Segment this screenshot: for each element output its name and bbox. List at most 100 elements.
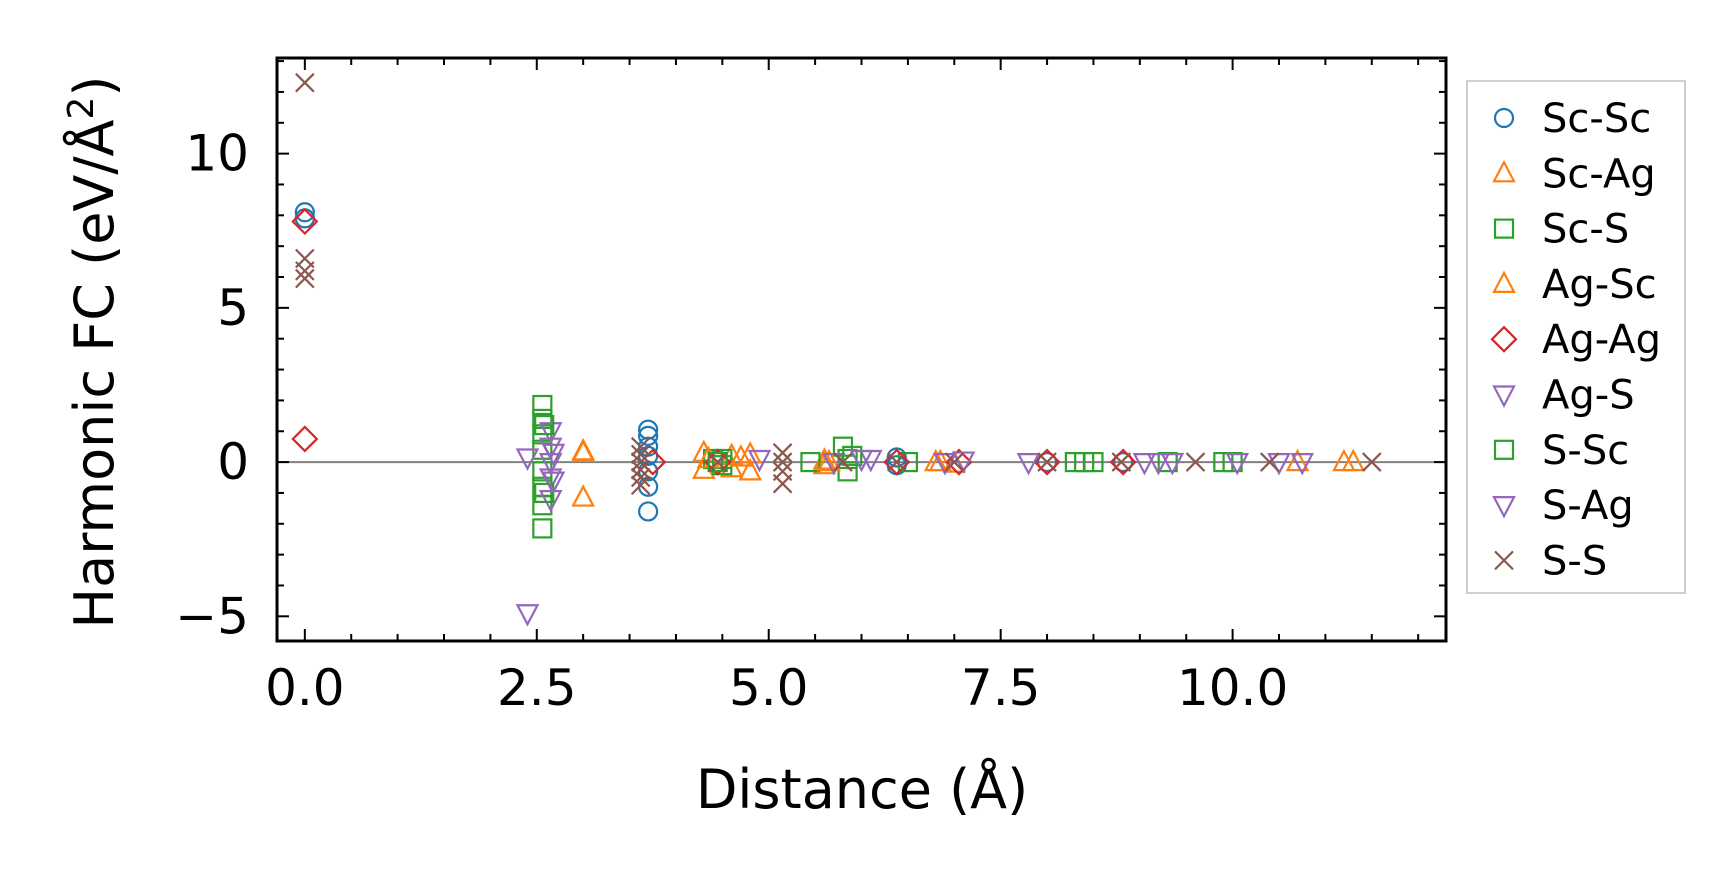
data-point <box>291 425 319 453</box>
legend-frame <box>1466 80 1686 594</box>
data-point <box>291 207 319 236</box>
y-axis-label-main: Harmonic FC (eV/Å <box>62 119 126 628</box>
data-point <box>515 604 540 627</box>
legend-label: Sc-Ag <box>1542 151 1656 197</box>
data-point <box>630 444 651 465</box>
data-point <box>1290 452 1315 476</box>
y-tick-label: 0 <box>217 433 249 491</box>
data-point <box>833 452 853 472</box>
data-point <box>842 445 863 467</box>
legend-marker <box>1493 439 1515 460</box>
data-point <box>1074 451 1095 473</box>
data-point <box>541 471 566 494</box>
series-sc-ag <box>571 437 1366 507</box>
data-point <box>1341 448 1366 472</box>
data-point <box>571 484 595 507</box>
legend: Sc-Sc Sc-Ag Sc-S Ag-Sc Ag-Ag Ag-S S-Sc S-Ag S-S <box>1466 80 1686 594</box>
data-point <box>951 451 976 474</box>
data-point <box>541 443 566 467</box>
legend-label: S-Sc <box>1542 428 1629 474</box>
data-point <box>638 501 659 522</box>
legend-label: Ag-Ag <box>1542 317 1661 363</box>
data-point <box>1037 452 1057 472</box>
series-ag-s <box>515 422 1315 627</box>
legend-marker <box>1492 270 1516 293</box>
y-axis-label: Harmonic FC (eV/Å2) <box>61 76 126 629</box>
series-s-s <box>295 72 1382 496</box>
legend-label: Ag-Sc <box>1542 262 1657 308</box>
data-point <box>1146 452 1171 476</box>
data-point <box>1259 452 1280 472</box>
legend-marker <box>1492 496 1516 519</box>
data-point <box>883 448 911 476</box>
data-point <box>886 447 907 468</box>
data-point <box>1362 452 1382 472</box>
data-point <box>538 452 563 476</box>
data-point <box>1111 452 1132 472</box>
data-point <box>837 461 858 482</box>
x-tick-label: 5.0 <box>729 659 809 717</box>
data-point <box>1036 451 1058 473</box>
plot-frame <box>275 56 1448 643</box>
data-point <box>1185 452 1206 472</box>
data-point <box>772 473 793 494</box>
data-point <box>772 443 793 463</box>
y-tick-label: 5 <box>217 279 249 337</box>
data-point <box>294 202 315 223</box>
legend-label: Sc-Sc <box>1542 96 1651 142</box>
data-point <box>630 452 651 472</box>
y-axis-label-sup: 2 <box>61 97 102 120</box>
data-point <box>630 460 651 480</box>
data-point <box>1160 452 1185 476</box>
data-point <box>295 268 315 289</box>
legend-marker <box>1493 218 1515 239</box>
data-point <box>295 72 315 93</box>
series-s-sc <box>534 414 1095 504</box>
legend-marker <box>1494 550 1514 571</box>
series-s-ag <box>541 443 1171 494</box>
x-axis-label: Distance (Å) <box>696 757 1028 821</box>
data-point <box>1132 452 1157 476</box>
data-point <box>772 452 793 472</box>
x-tick-label: 2.5 <box>497 659 577 717</box>
data-point <box>638 425 659 446</box>
legend-label: Sc-S <box>1542 207 1629 253</box>
data-point <box>738 457 762 481</box>
data-point <box>729 444 753 467</box>
data-point <box>630 467 651 488</box>
data-point <box>295 261 315 281</box>
legend-label: Ag-S <box>1542 373 1635 419</box>
data-point <box>747 449 772 473</box>
data-point <box>817 448 841 472</box>
legend-marker <box>1492 385 1516 408</box>
data-point <box>532 394 553 416</box>
data-point <box>532 518 553 539</box>
data-point <box>534 414 555 436</box>
data-point <box>515 448 540 471</box>
x-tick-label: 7.5 <box>961 659 1041 717</box>
data-point <box>538 422 563 445</box>
x-tick-label: 10.0 <box>1177 659 1288 717</box>
series-ag-ag <box>291 207 1137 476</box>
data-point <box>944 452 965 472</box>
data-point <box>707 451 728 473</box>
data-point <box>1113 451 1134 473</box>
data-point <box>538 490 563 513</box>
legend-label: S-S <box>1542 538 1607 584</box>
data-point <box>571 439 595 462</box>
legend-marker <box>1493 107 1515 129</box>
legend-label: S-Ag <box>1542 483 1634 529</box>
y-axis-label-close: ) <box>63 76 126 97</box>
data-point <box>630 475 651 496</box>
data-point <box>897 451 918 473</box>
x-tick-label: 0.0 <box>265 659 345 717</box>
data-point <box>1016 452 1041 476</box>
data-point <box>1033 448 1061 476</box>
data-point <box>707 452 728 472</box>
y-tick-label: 10 <box>185 125 249 183</box>
data-point <box>886 452 907 472</box>
data-point <box>849 449 874 473</box>
data-layer <box>277 72 1446 627</box>
data-point <box>1285 448 1310 472</box>
